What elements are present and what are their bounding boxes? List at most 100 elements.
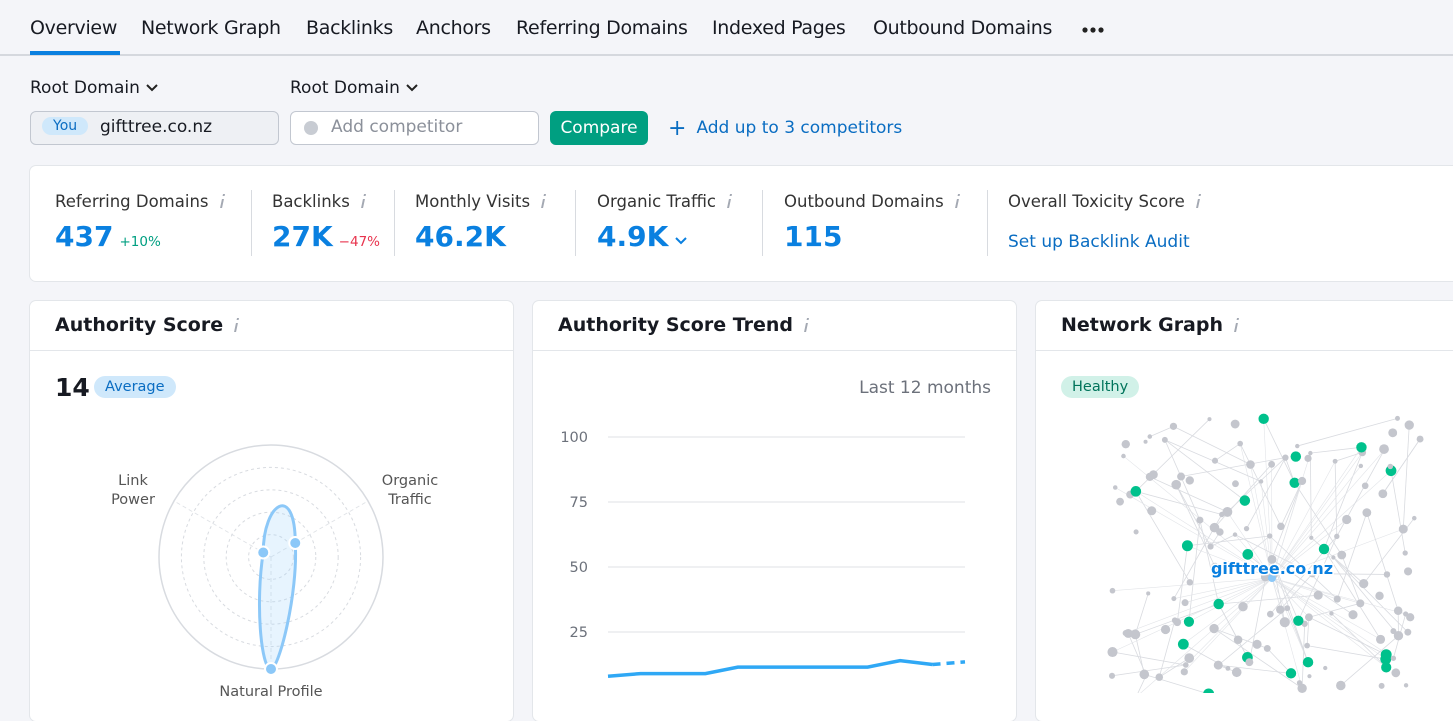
network-node — [1359, 464, 1363, 468]
network-edge — [1150, 426, 1174, 436]
network-node — [1172, 617, 1178, 623]
network-node — [1282, 455, 1288, 461]
network-edge — [1136, 419, 1210, 491]
network-node — [1231, 420, 1240, 429]
network-node — [1298, 477, 1306, 485]
network-edge — [1176, 485, 1210, 547]
network-edge — [1215, 444, 1240, 461]
network-node — [1182, 599, 1189, 606]
network-node — [1314, 591, 1323, 600]
network-node — [1246, 460, 1255, 469]
network-node — [1268, 461, 1275, 468]
network-node — [1356, 599, 1364, 607]
network-node — [1334, 534, 1339, 539]
network-node — [1381, 649, 1392, 660]
network-edge — [1240, 444, 1281, 527]
network-node — [1378, 489, 1387, 498]
network-edge — [1403, 425, 1409, 529]
network-edge — [1337, 450, 1384, 536]
network-node — [1183, 662, 1189, 668]
y-tick-label: 25 — [570, 625, 588, 641]
network-node — [1303, 657, 1313, 667]
network-node — [1181, 668, 1188, 675]
network-node — [1122, 440, 1130, 448]
network-node — [1139, 670, 1149, 680]
network-node — [1232, 480, 1239, 487]
y-tick-label: 50 — [570, 560, 588, 576]
network-node — [1237, 441, 1243, 447]
network-node — [1348, 610, 1357, 619]
trend-line — [933, 662, 965, 665]
network-node — [1144, 440, 1148, 444]
network-node — [1123, 630, 1129, 636]
network-node — [1337, 551, 1346, 560]
network-node — [1147, 506, 1156, 515]
network-node — [1177, 473, 1185, 481]
network-node — [1258, 414, 1268, 424]
network-node — [1356, 442, 1366, 452]
network-node — [1240, 495, 1251, 506]
network-node — [1196, 517, 1203, 524]
network-node — [1379, 683, 1385, 689]
network-node — [1376, 635, 1385, 644]
network-node — [1178, 639, 1189, 650]
network-edge — [1136, 491, 1190, 582]
network-edge — [1310, 453, 1311, 538]
network-node — [1399, 525, 1408, 534]
network-node — [1417, 436, 1424, 443]
network-node — [1362, 508, 1371, 517]
network-node — [1186, 476, 1194, 484]
network-node — [1232, 668, 1242, 678]
network-node — [1209, 624, 1218, 633]
network-node — [1319, 544, 1329, 554]
network-node — [1404, 629, 1411, 636]
network-node — [1384, 571, 1390, 577]
network-node — [1291, 451, 1301, 461]
network-node — [1214, 661, 1223, 670]
y-tick-label: 75 — [570, 495, 588, 511]
network-node — [1244, 526, 1249, 531]
page: Overview Network Graph Backlinks Anchors… — [0, 0, 1453, 693]
network-node — [1336, 681, 1346, 691]
network-edge — [1335, 452, 1362, 461]
network-graph — [1107, 414, 1423, 693]
radar-axis-label: Organic Traffic — [380, 472, 440, 510]
network-node — [1109, 673, 1115, 679]
network-node — [1295, 444, 1299, 448]
network-node — [1394, 607, 1403, 616]
network-node — [1182, 540, 1193, 551]
radar-axis-label: Link Power — [108, 472, 158, 510]
network-node — [1304, 455, 1311, 462]
network-node — [1161, 625, 1170, 634]
network-edge — [1112, 652, 1185, 665]
network-node — [1276, 605, 1284, 613]
radar-point — [265, 663, 277, 675]
network-node — [1391, 656, 1396, 661]
network-node — [1267, 533, 1272, 538]
network-node — [1226, 666, 1231, 671]
trend-line — [608, 661, 933, 677]
network-node — [1333, 459, 1338, 464]
network-node — [1171, 480, 1181, 490]
network-edge — [1214, 629, 1302, 689]
network-node — [1219, 512, 1224, 517]
network-node — [1403, 550, 1408, 555]
network-node — [1375, 592, 1383, 600]
network-node — [1342, 515, 1351, 524]
network-node — [1293, 616, 1303, 626]
network-node — [1359, 579, 1368, 588]
network-node — [1184, 617, 1194, 627]
network-node — [1233, 532, 1237, 536]
network-node — [1170, 423, 1177, 430]
network-node — [1284, 605, 1290, 611]
network-edge — [1281, 481, 1302, 526]
radar-spoke — [174, 501, 271, 557]
network-node — [1253, 640, 1262, 649]
network-node — [1107, 647, 1117, 657]
network-node — [1395, 416, 1400, 421]
network-node — [1131, 486, 1142, 497]
network-node — [1289, 478, 1299, 488]
network-node — [1394, 631, 1403, 640]
network-edge — [1189, 578, 1272, 622]
network-edge — [1126, 578, 1272, 633]
